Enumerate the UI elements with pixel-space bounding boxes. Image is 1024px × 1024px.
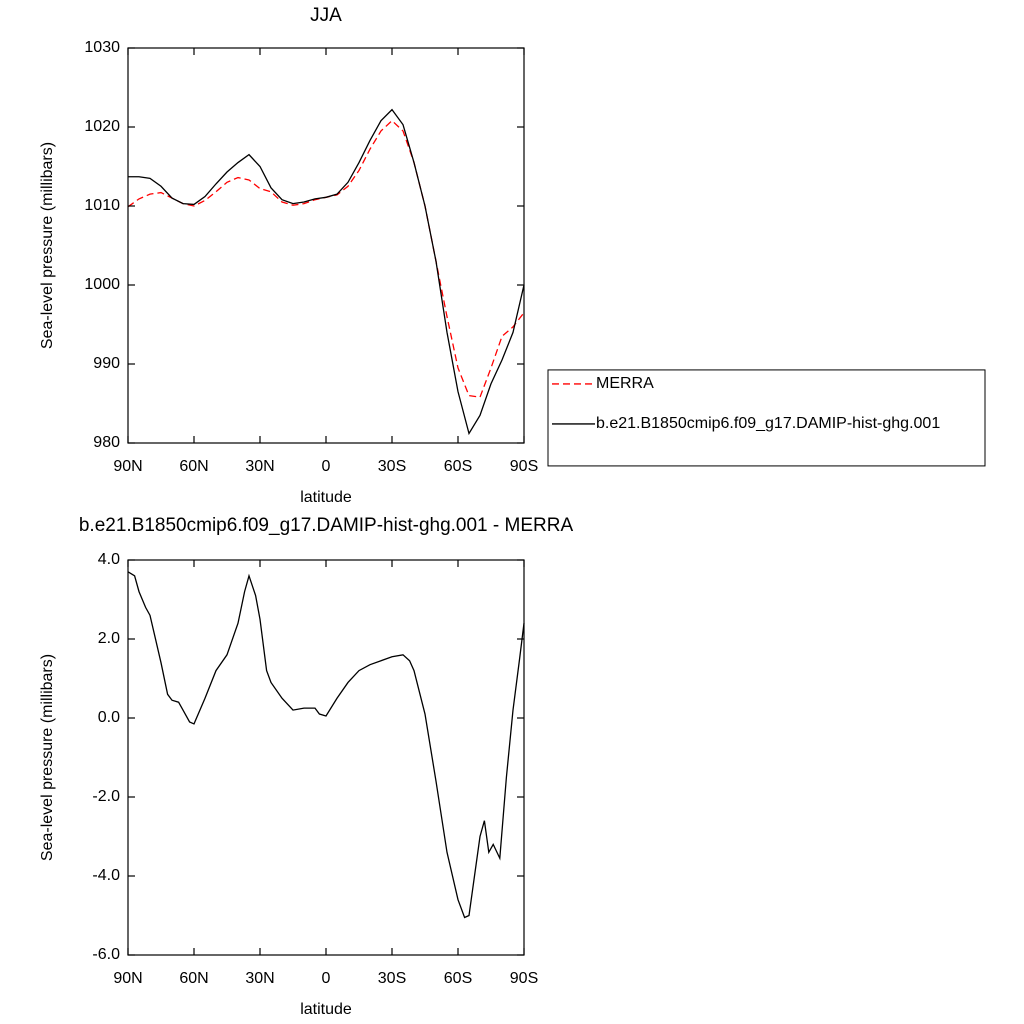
- x-tick-label: 90N: [113, 970, 142, 987]
- x-tick-label: 60N: [179, 458, 208, 475]
- y-tick-label: 0.0: [98, 709, 120, 726]
- x-tick-label: 0: [322, 970, 331, 987]
- x-tick-label: 30N: [245, 458, 274, 475]
- y-tick-label: 1030: [84, 39, 120, 56]
- legend-box: [547, 369, 986, 467]
- x-tick-label: 60S: [444, 458, 472, 475]
- x-tick-label: 0: [322, 458, 331, 475]
- series-line: [128, 108, 525, 436]
- x-axis-label: latitude: [300, 489, 352, 506]
- plot-frame: [127, 47, 525, 444]
- y-tick-label: -2.0: [92, 788, 120, 805]
- y-tick-label: 4.0: [98, 551, 120, 568]
- x-axis-label: latitude: [300, 1001, 352, 1018]
- y-tick-label: -6.0: [92, 946, 120, 963]
- x-tick-label: 30N: [245, 970, 274, 987]
- x-tick-label: 90S: [510, 458, 538, 475]
- y-axis-label: Sea-level pressure (millibars): [39, 654, 56, 861]
- plot-frame: [127, 559, 525, 956]
- y-tick-label: 990: [93, 355, 120, 372]
- x-tick-label: 30S: [378, 458, 406, 475]
- y-axis-label: Sea-level pressure (millibars): [39, 142, 56, 349]
- x-tick-label: 60N: [179, 970, 208, 987]
- y-tick-label: 1020: [84, 118, 120, 135]
- series-line: [127, 119, 525, 398]
- x-tick-label: 90N: [113, 458, 142, 475]
- legend-label: MERRA: [596, 375, 654, 392]
- y-tick-label: 1010: [84, 197, 120, 214]
- y-tick-label: 1000: [84, 276, 120, 293]
- y-tick-label: 980: [93, 434, 120, 451]
- x-tick-label: 30S: [378, 970, 406, 987]
- x-tick-label: 90S: [510, 970, 538, 987]
- y-tick-label: 2.0: [98, 630, 120, 647]
- y-tick-label: -4.0: [92, 867, 120, 884]
- chart-title: b.e21.B1850cmip6.f09_g17.DAMIP-hist-ghg.…: [79, 515, 574, 536]
- series-line: [127, 571, 525, 919]
- legend-label: b.e21.B1850cmip6.f09_g17.DAMIP-hist-ghg.…: [596, 415, 940, 432]
- chart-title: JJA: [310, 5, 342, 26]
- x-tick-label: 60S: [444, 970, 472, 987]
